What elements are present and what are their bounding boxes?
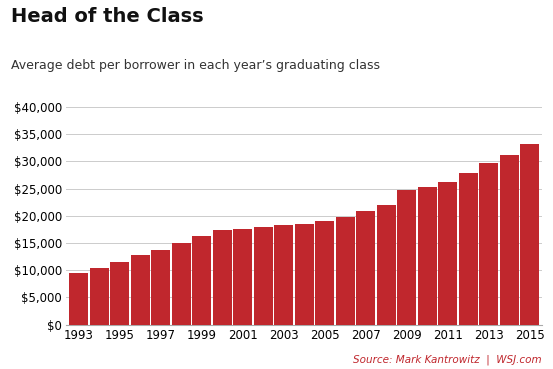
Bar — [172, 243, 191, 325]
Bar — [520, 144, 539, 325]
Bar — [295, 224, 314, 325]
Bar — [233, 230, 252, 325]
Bar — [377, 205, 395, 325]
Bar — [131, 255, 149, 325]
Bar — [458, 173, 478, 325]
Bar — [356, 211, 375, 325]
Bar — [336, 217, 354, 325]
Bar — [110, 262, 129, 325]
Bar — [69, 273, 88, 325]
Bar — [315, 221, 334, 325]
Bar — [500, 155, 519, 325]
Bar — [438, 182, 457, 325]
Bar — [90, 268, 108, 325]
Bar — [418, 187, 436, 325]
Bar — [192, 237, 211, 325]
Bar — [151, 249, 170, 325]
Bar — [254, 227, 273, 325]
Text: Source: Mark Kantrowitz  |  WSJ.com: Source: Mark Kantrowitz | WSJ.com — [353, 355, 542, 365]
Text: Average debt per borrower in each year’s graduating class: Average debt per borrower in each year’s… — [11, 59, 380, 72]
Bar — [479, 163, 498, 325]
Bar — [213, 230, 232, 325]
Bar — [397, 190, 416, 325]
Bar — [274, 225, 293, 325]
Text: Head of the Class: Head of the Class — [11, 7, 204, 26]
